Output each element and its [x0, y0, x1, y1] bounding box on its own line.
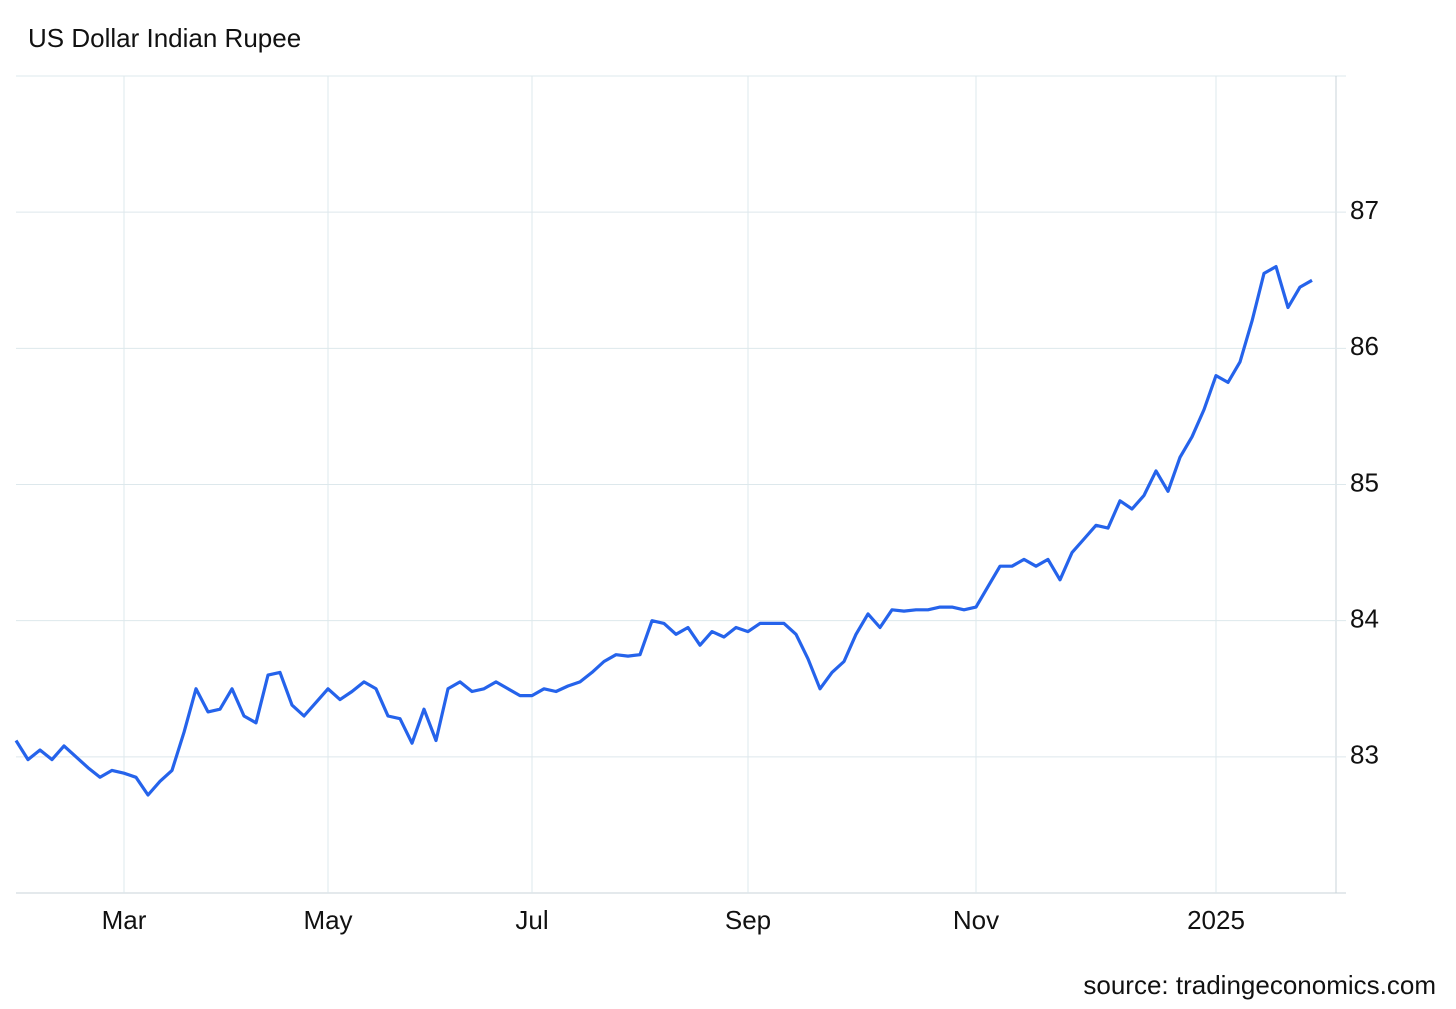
y-tick-label: 85 [1350, 467, 1379, 497]
source: source: tradingeconomics.com [1083, 970, 1436, 1000]
line-series [14, 265, 1313, 797]
x-tick-label: May [303, 905, 352, 935]
y-tick-label: 86 [1350, 331, 1379, 361]
x-tick-label: Jul [515, 905, 548, 935]
chart-title: US Dollar Indian Rupee [28, 23, 301, 53]
y-tick-label: 87 [1350, 195, 1379, 225]
x-tick-label: 2025 [1187, 905, 1245, 935]
y-tick-label: 84 [1350, 604, 1379, 634]
x-tick-label: Sep [725, 905, 771, 935]
x-tick-label: Mar [102, 905, 147, 935]
y-tick-label: 83 [1350, 740, 1379, 770]
x-tick-label: Nov [953, 905, 999, 935]
